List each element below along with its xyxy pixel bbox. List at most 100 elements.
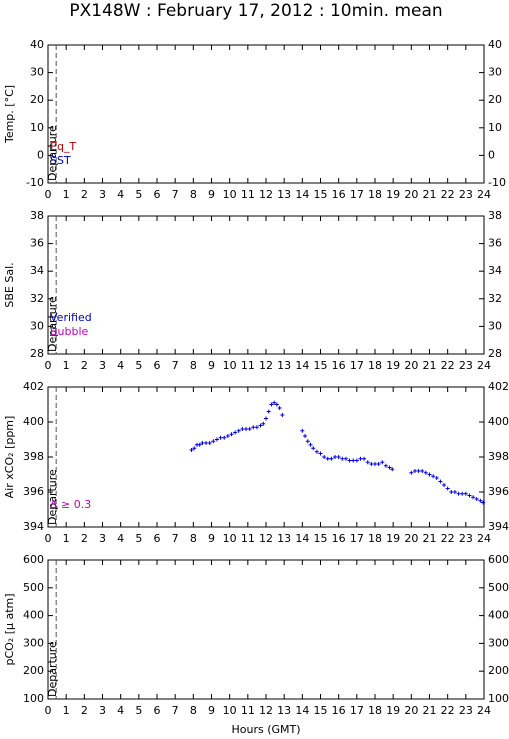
y-tick-label: 600	[23, 553, 44, 566]
data-point	[474, 497, 479, 501]
departure-label: Departure	[46, 125, 59, 181]
x-tick-label: 8	[190, 359, 197, 372]
y-tick-label-right: 32	[488, 292, 502, 305]
data-point	[460, 491, 465, 496]
legend-label: Verified	[50, 311, 92, 324]
data-point	[207, 441, 212, 445]
data-point	[192, 446, 197, 451]
x-tick-label: 22	[441, 188, 455, 201]
x-tick-label: 1	[63, 359, 70, 372]
x-tick-label: 7	[172, 359, 179, 372]
x-tick-label: 1	[63, 532, 70, 545]
data-point	[322, 455, 327, 459]
data-point	[272, 400, 277, 405]
data-point	[387, 465, 392, 470]
data-point	[200, 441, 205, 445]
y-tick-label-right: 30	[488, 319, 502, 332]
data-point	[244, 427, 249, 431]
data-point	[236, 428, 241, 433]
data-point	[409, 470, 414, 475]
y-tick-label: 200	[23, 664, 44, 677]
x-tick-label: 23	[459, 188, 473, 201]
x-tick-label: 4	[117, 359, 124, 372]
data-point	[376, 462, 381, 466]
legend-label: Δ ≥ 0.3	[50, 498, 91, 511]
data-point	[478, 498, 483, 503]
data-point	[471, 495, 476, 500]
x-tick-label: 4	[117, 704, 124, 717]
y-tick-label: 10	[30, 121, 44, 134]
x-tick-label: 5	[135, 704, 142, 717]
x-tick-label: 20	[404, 532, 418, 545]
x-tick-label: 3	[99, 359, 106, 372]
x-tick-label: 18	[368, 188, 382, 201]
title: PX148W : February 17, 2012 : 10min. mean	[69, 1, 442, 21]
data-point	[204, 441, 209, 445]
data-point	[463, 491, 468, 496]
x-tick-label: 7	[172, 704, 179, 717]
data-point	[211, 439, 216, 444]
plot-frame	[47, 44, 485, 184]
x-tick-label: 15	[314, 359, 328, 372]
y-tick-label-right: 402	[488, 380, 509, 393]
x-tick-label: 4	[117, 532, 124, 545]
y-tick-label-right: -10	[488, 176, 506, 189]
y-tick-label: 38	[30, 209, 44, 222]
y-tick-label: 394	[23, 520, 44, 533]
x-tick-label: 14	[295, 188, 309, 201]
x-tick-label: 19	[386, 359, 400, 372]
x-tick-label: 3	[99, 532, 106, 545]
x-tick-label: 0	[45, 359, 52, 372]
x-tick-label: 22	[441, 532, 455, 545]
departure-label: Departure	[46, 641, 59, 697]
x-tick-label: 13	[277, 188, 291, 201]
data-point	[449, 490, 454, 494]
x-tick-label: 7	[172, 532, 179, 545]
data-point	[373, 462, 377, 466]
data-point	[305, 439, 310, 444]
y-tick-label-right: 36	[488, 237, 502, 250]
data-point	[354, 458, 359, 463]
data-point	[420, 469, 425, 473]
x-tick-label: 15	[314, 188, 328, 201]
y-tick-label-right: 200	[488, 664, 509, 677]
data-point	[308, 442, 313, 447]
data-point	[452, 490, 457, 494]
x-tick-label: 2	[81, 359, 88, 372]
x-tick-label: 9	[208, 704, 215, 717]
y-tick-label: 300	[23, 636, 44, 649]
y-tick-label-right: 400	[488, 415, 509, 428]
x-tick-label: 3	[99, 704, 106, 717]
data-point	[427, 472, 432, 477]
plot-frame	[47, 386, 485, 528]
y-tick-label-right: 500	[488, 581, 509, 594]
data-point	[233, 430, 238, 435]
data-point	[336, 455, 341, 459]
x-tick-label: 0	[45, 188, 52, 201]
x-tick-label: 21	[423, 359, 437, 372]
data-point	[438, 479, 443, 484]
y-tick-label: 500	[23, 581, 44, 594]
y-tick-label-right: 10	[488, 121, 502, 134]
x-tick-label: 16	[332, 704, 346, 717]
data-point	[358, 456, 363, 461]
data-point	[383, 463, 388, 468]
x-tick-label: 10	[223, 704, 237, 717]
x-tick-label: 8	[190, 188, 197, 201]
x-tick-label: 5	[135, 359, 142, 372]
x-tick-label: 19	[386, 704, 400, 717]
x-tick-label: 18	[368, 532, 382, 545]
data-point	[467, 493, 472, 498]
x-tick-label: 4	[117, 188, 124, 201]
x-tick-label: 20	[404, 704, 418, 717]
x-tick-label: 18	[368, 359, 382, 372]
y-tick-label-right: 34	[488, 264, 502, 277]
data-point	[325, 456, 330, 461]
y-tick-label-right: 398	[488, 450, 509, 463]
data-point	[240, 427, 245, 431]
data-point	[277, 406, 282, 410]
x-tick-label: 14	[295, 532, 309, 545]
x-tick-label: 16	[332, 359, 346, 372]
data-point	[189, 448, 194, 452]
